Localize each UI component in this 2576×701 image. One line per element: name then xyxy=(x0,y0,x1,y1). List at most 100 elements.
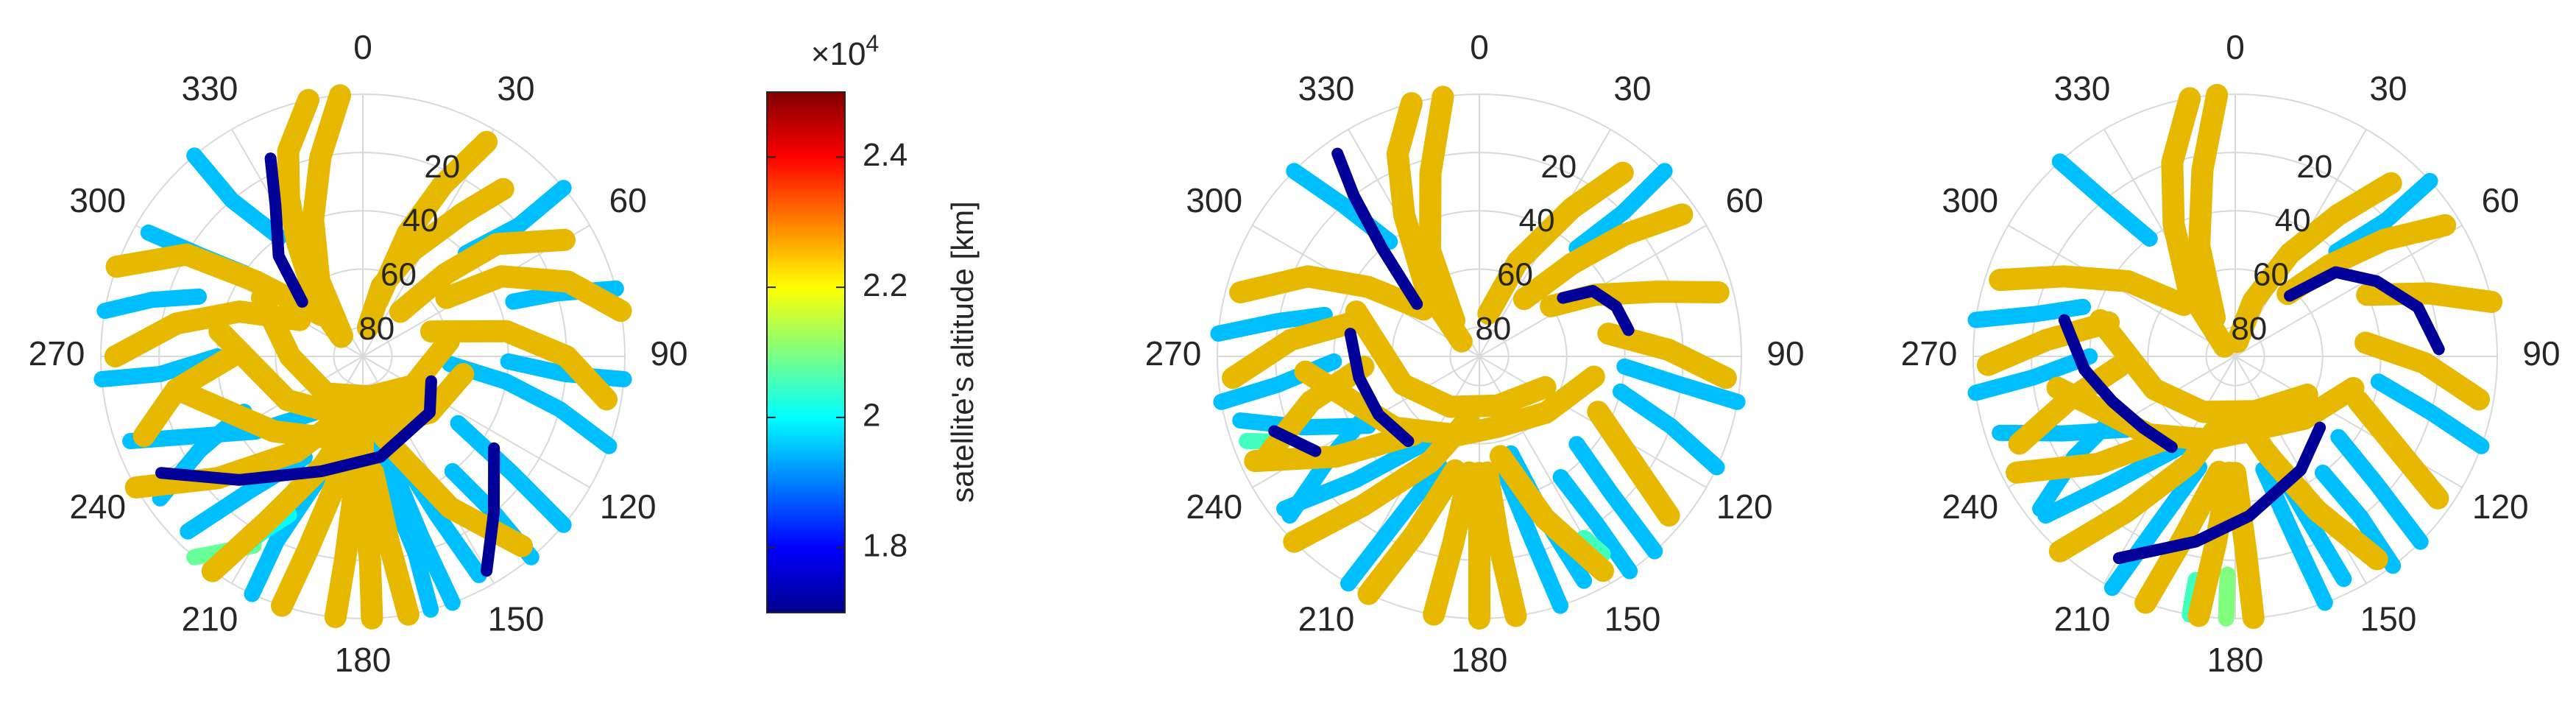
satellite-track xyxy=(251,286,460,408)
satellite-track xyxy=(2330,429,2429,550)
azimuth-tick-label: 210 xyxy=(2054,599,2111,638)
satellite-track xyxy=(1357,459,1467,605)
azimuth-tick-label: 120 xyxy=(2472,487,2529,526)
skyplot-middle: 20 40 60 80 0 30 60 90 120 150 180 210 240 270 300 330 xyxy=(1145,28,1805,679)
satellite-track xyxy=(2224,462,2265,630)
satellite-track xyxy=(2037,436,2193,524)
satellite-track xyxy=(155,375,437,486)
radial-tick-label: 40 xyxy=(2275,202,2311,239)
satellite-track xyxy=(1977,311,2120,376)
satellite-track xyxy=(2218,566,2236,627)
satellite-track xyxy=(2226,172,2402,353)
satellite-track xyxy=(264,152,308,308)
satellite-track xyxy=(2188,83,2229,329)
satellite-tracks xyxy=(93,84,632,630)
azimuth-tick-label: 270 xyxy=(1901,334,1958,373)
satellite-track xyxy=(1476,461,1527,627)
azimuth-tick-label: 330 xyxy=(1298,69,1355,108)
satellite-track xyxy=(1489,445,1615,582)
colorbar-exponent-prefix: ×10 xyxy=(811,36,866,72)
azimuth-tick-label: 180 xyxy=(2207,641,2264,679)
radial-tick-label: 60 xyxy=(1497,257,1533,293)
satellite-track xyxy=(186,147,288,245)
satellite-track xyxy=(1616,358,1746,410)
azimuth-tick-label: 60 xyxy=(2482,181,2519,219)
radial-tick-label: 20 xyxy=(1540,149,1577,185)
colorbar-tick-label: 2.4 xyxy=(863,137,907,173)
azimuth-tick-label: 30 xyxy=(2369,69,2407,108)
radial-tick-label: 80 xyxy=(1475,311,1511,347)
satellite-track xyxy=(1552,469,1638,580)
azimuth-tick-label: 240 xyxy=(1186,487,1242,526)
azimuth-tick-label: 30 xyxy=(1613,69,1651,108)
azimuth-tick-label: 180 xyxy=(1451,641,1508,679)
radial-tick-labels: 20 40 60 80 xyxy=(2231,149,2332,347)
azimuth-tick-labels: 0 30 60 90 120 150 180 210 240 270 300 330 xyxy=(1145,28,1805,679)
satellite-track xyxy=(2112,421,2326,564)
satellite-track xyxy=(1477,161,1634,325)
colorbar-tick-label: 2.2 xyxy=(863,267,907,303)
satellite-track xyxy=(1568,436,1663,560)
satellite-track xyxy=(1340,457,1448,592)
satellite-track xyxy=(302,84,353,347)
satellite-track xyxy=(481,442,500,577)
radial-tick-label: 40 xyxy=(1519,202,1555,239)
satellite-track xyxy=(2103,459,2208,596)
satellite-track xyxy=(1331,147,1423,310)
satellite-track xyxy=(1222,311,1365,390)
satellite-track xyxy=(500,353,632,387)
azimuth-tick-label: 120 xyxy=(1716,487,1773,526)
azimuth-tick-label: 330 xyxy=(182,69,238,108)
azimuth-tick-label: 120 xyxy=(600,487,657,526)
satellite-track xyxy=(1419,85,1465,332)
satellite-track xyxy=(1967,348,2098,401)
azimuth-tick-label: 90 xyxy=(650,334,687,373)
satellite-track xyxy=(180,449,313,540)
azimuth-tick-label: 0 xyxy=(2226,28,2245,66)
satellite-track xyxy=(1557,285,1635,337)
azimuth-tick-labels: 0 30 60 90 120 150 180 210 240 270 300 330 xyxy=(1901,28,2561,679)
satellite-track xyxy=(450,415,572,533)
skyplot-right: 20 40 60 80 0 30 60 90 120 150 180 210 240 270 300 330 xyxy=(1901,28,2561,679)
colorbar-tick-label: 1.8 xyxy=(863,527,907,563)
satellite-tracks xyxy=(1210,85,1746,630)
satellite-track xyxy=(1967,298,2092,328)
satellite-track xyxy=(1423,461,1481,626)
satellite-track xyxy=(2051,153,2158,247)
azimuth-tick-label: 150 xyxy=(2360,599,2417,638)
satellite-track xyxy=(435,265,632,323)
satellite-track xyxy=(2161,87,2236,358)
satellite-track xyxy=(389,228,576,323)
satellite-track xyxy=(1612,383,1725,476)
colorbar-ticks: 1.8 2 2.2 2.4 xyxy=(767,137,907,563)
colorbar-gradient xyxy=(766,91,846,613)
satellite-track xyxy=(1344,328,1415,448)
satellite-track xyxy=(324,432,371,628)
radial-tick-label: 20 xyxy=(424,149,460,185)
satellite-track xyxy=(1587,401,1680,527)
azimuth-tick-label: 150 xyxy=(488,599,545,638)
satellite-track xyxy=(1345,300,1557,418)
satellite-track xyxy=(1495,462,1568,614)
satellite-tracks xyxy=(1967,83,2503,630)
azimuth-tick-label: 60 xyxy=(1726,181,1763,219)
satellite-track xyxy=(1268,425,1322,457)
radial-tick-label: 80 xyxy=(2231,311,2267,347)
satellite-track xyxy=(2370,373,2490,454)
azimuth-tick-label: 30 xyxy=(497,69,534,108)
satellite-track xyxy=(2187,462,2240,627)
satellite-track xyxy=(2328,172,2438,260)
satellite-track xyxy=(420,320,618,411)
satellite-track xyxy=(1568,163,1673,256)
satellite-track xyxy=(96,288,207,320)
grid-spoke xyxy=(2234,225,2463,357)
satellite-track xyxy=(1229,265,1435,321)
satellite-track xyxy=(442,356,618,454)
satellite-track xyxy=(2347,390,2449,510)
satellite-track xyxy=(1989,265,2195,317)
azimuth-tick-label: 300 xyxy=(1186,181,1242,219)
azimuth-tick-label: 0 xyxy=(353,28,372,66)
satellite-track xyxy=(1597,323,1737,390)
azimuth-tick-label: 90 xyxy=(2522,334,2560,373)
satellite-track xyxy=(1512,203,1694,311)
